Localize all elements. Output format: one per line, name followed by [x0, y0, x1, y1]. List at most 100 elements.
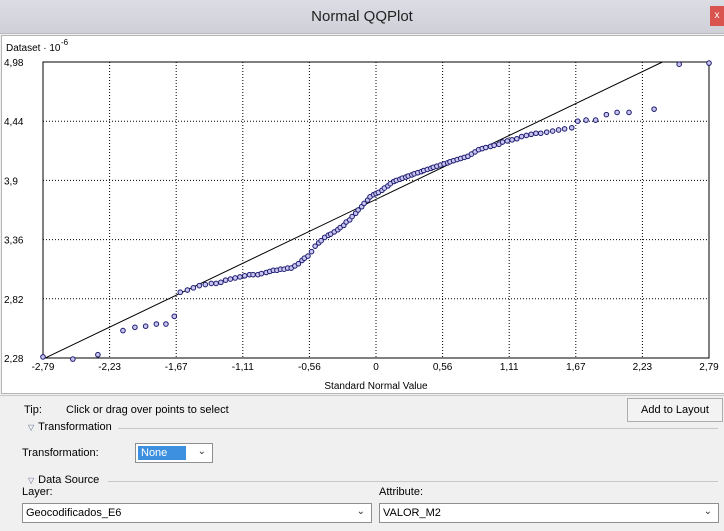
- data-point[interactable]: [232, 275, 238, 281]
- transformation-dropdown[interactable]: None ⌄: [135, 443, 213, 463]
- x-tick-label: 2,79: [699, 362, 719, 373]
- qq-plot[interactable]: Dataset · 10 -6 Standard Normal Value -2…: [2, 36, 724, 393]
- data-point[interactable]: [308, 248, 315, 255]
- data-point[interactable]: [583, 117, 589, 123]
- data-point[interactable]: [250, 271, 256, 278]
- y-tick-label: 3,36: [4, 236, 24, 247]
- chevron-down-icon[interactable]: ⌄: [197, 446, 206, 457]
- data-point[interactable]: [518, 133, 525, 140]
- data-point[interactable]: [202, 281, 209, 288]
- chevron-down-icon[interactable]: ⌄: [356, 506, 365, 517]
- data-point[interactable]: [514, 135, 520, 142]
- data-point[interactable]: [499, 139, 506, 145]
- layer-value: Geocodificados_E6: [26, 507, 122, 519]
- data-point[interactable]: [95, 351, 101, 358]
- y-tick-label: 2,28: [4, 354, 24, 365]
- x-tick-label: 1,67: [566, 362, 586, 373]
- data-point[interactable]: [153, 321, 160, 327]
- data-point[interactable]: [355, 207, 361, 213]
- data-point[interactable]: [196, 282, 203, 289]
- y-axis-exponent: -6: [61, 38, 69, 47]
- add-to-layout-button[interactable]: Add to Layout: [627, 398, 723, 422]
- data-point[interactable]: [626, 109, 632, 116]
- data-point[interactable]: [592, 117, 599, 123]
- data-point[interactable]: [177, 289, 184, 296]
- data-point[interactable]: [227, 276, 234, 282]
- data-point[interactable]: [483, 144, 489, 151]
- data-point[interactable]: [70, 356, 76, 362]
- attribute-label: Attribute:: [379, 486, 424, 498]
- x-tick-label: -2,79: [32, 362, 55, 373]
- divider: [0, 395, 724, 396]
- layer-dropdown[interactable]: Geocodificados_E6 ⌄: [22, 503, 372, 523]
- data-point[interactable]: [163, 321, 169, 327]
- tip-text: Click or drag over points to select: [66, 404, 229, 416]
- data-point[interactable]: [241, 272, 248, 279]
- data-point[interactable]: [132, 324, 138, 331]
- data-point[interactable]: [361, 200, 367, 207]
- data-point[interactable]: [614, 109, 620, 116]
- data-point[interactable]: [171, 313, 178, 320]
- data-point[interactable]: [142, 323, 149, 330]
- y-tick-label: 4,98: [4, 58, 24, 69]
- x-tick-label: 1,11: [500, 362, 519, 373]
- data-point[interactable]: [491, 142, 497, 149]
- data-point[interactable]: [349, 213, 355, 220]
- data-point[interactable]: [40, 354, 46, 360]
- transformation-label: Transformation:: [22, 447, 99, 459]
- data-point[interactable]: [555, 127, 562, 133]
- data-point[interactable]: [533, 130, 539, 137]
- data-point[interactable]: [184, 287, 191, 293]
- data-point[interactable]: [651, 106, 657, 112]
- data-point[interactable]: [318, 237, 324, 244]
- data-point[interactable]: [706, 60, 712, 66]
- section-divider: [118, 428, 718, 429]
- data-point[interactable]: [213, 280, 219, 287]
- chevron-down-icon[interactable]: ⌄: [703, 506, 712, 517]
- collapse-triangle-icon[interactable]: ▽: [28, 475, 35, 485]
- data-point[interactable]: [561, 126, 568, 132]
- close-icon[interactable]: x: [710, 6, 724, 26]
- attribute-dropdown[interactable]: VALOR_M2 ⌄: [379, 503, 719, 523]
- data-point[interactable]: [537, 130, 544, 137]
- qq-plot-panel[interactable]: Dataset · 10 -6 Standard Normal Value -2…: [1, 35, 724, 394]
- data-point[interactable]: [504, 138, 511, 144]
- data-point[interactable]: [208, 280, 215, 287]
- data-point[interactable]: [237, 274, 243, 280]
- section-divider: [108, 481, 718, 482]
- data-point[interactable]: [295, 260, 302, 267]
- data-point[interactable]: [120, 327, 126, 334]
- data-point[interactable]: [676, 61, 682, 67]
- data-point[interactable]: [523, 132, 530, 139]
- data-source-section-title: Data Source: [38, 474, 100, 486]
- x-tick-label: -1,67: [165, 362, 188, 373]
- attribute-value: VALOR_M2: [383, 507, 441, 519]
- data-point[interactable]: [603, 111, 610, 118]
- data-point[interactable]: [568, 124, 575, 131]
- qq-reference-line: [42, 61, 663, 360]
- x-tick-label: -1,11: [232, 362, 254, 373]
- data-point[interactable]: [312, 243, 318, 249]
- data-point[interactable]: [528, 131, 534, 138]
- data-point[interactable]: [258, 270, 265, 277]
- title-bar: Normal QQPlot x: [0, 0, 724, 34]
- data-point[interactable]: [222, 277, 229, 283]
- collapse-triangle-icon[interactable]: ▽: [28, 422, 35, 432]
- data-point[interactable]: [190, 285, 197, 291]
- data-point[interactable]: [218, 279, 224, 286]
- data-points[interactable]: [40, 60, 712, 362]
- data-point[interactable]: [549, 128, 556, 134]
- x-tick-label: 2,23: [633, 362, 653, 373]
- x-tick-label: 0,56: [433, 362, 453, 373]
- y-tick-label: 3,9: [4, 176, 18, 187]
- x-tick-label: -2,23: [98, 362, 121, 373]
- transformation-section-header[interactable]: ▽ Transformation: [28, 421, 112, 433]
- data-point[interactable]: [305, 253, 311, 259]
- data-point[interactable]: [509, 137, 515, 143]
- x-axis-label: Standard Normal Value: [324, 381, 428, 392]
- data-point[interactable]: [574, 118, 581, 124]
- tip-label: Tip:: [24, 404, 42, 416]
- y-axis-label: Dataset · 10: [6, 43, 61, 54]
- data-source-section-header[interactable]: ▽ Data Source: [28, 474, 99, 486]
- data-point[interactable]: [543, 129, 550, 135]
